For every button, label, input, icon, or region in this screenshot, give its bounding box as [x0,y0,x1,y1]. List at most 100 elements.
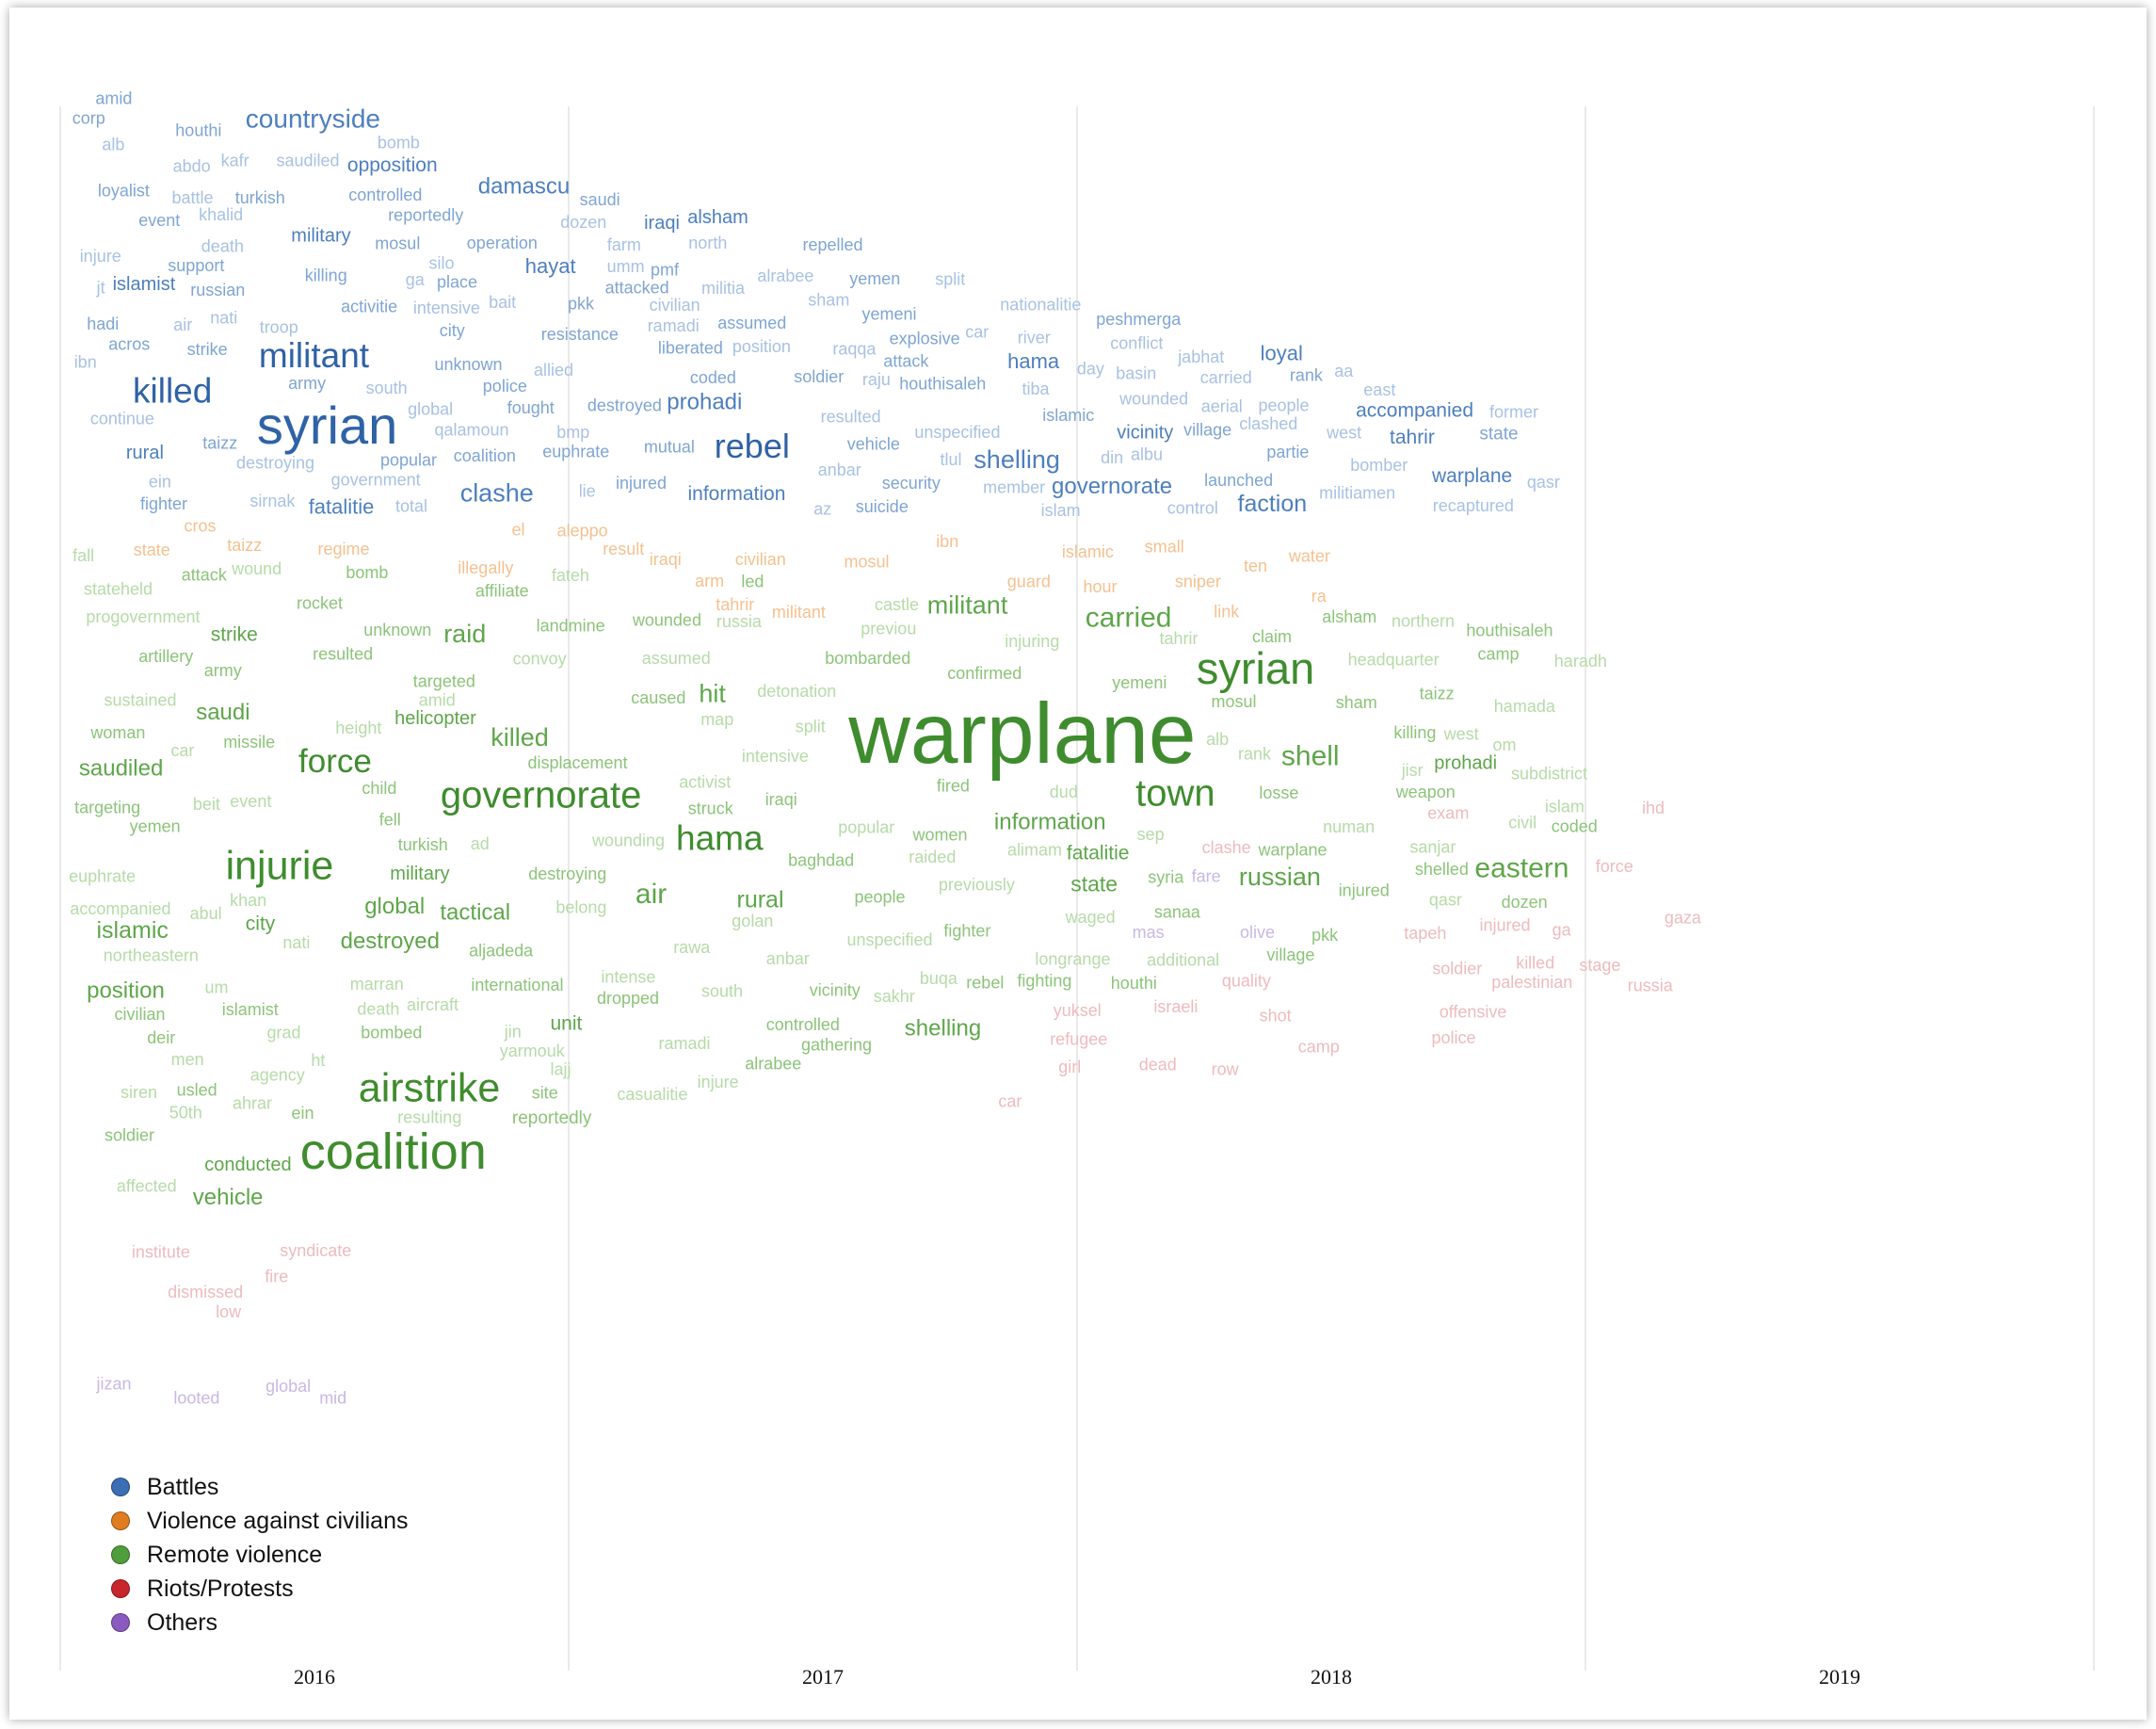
word-remote[interactable]: vicinity [810,980,861,999]
word-remote[interactable]: tahrir [1160,629,1199,648]
word-battles[interactable]: city [440,321,465,340]
word-battles[interactable]: houthi [175,121,221,140]
word-remote[interactable]: dozen [1502,893,1548,912]
word-remote[interactable]: northern [1392,612,1455,631]
word-battles[interactable]: az [813,499,831,518]
word-remote[interactable]: longrange [1035,949,1110,968]
word-remote[interactable]: army [204,661,242,680]
word-remote[interactable]: town [1135,773,1215,815]
word-remote[interactable]: helicopter [394,708,476,729]
word-battles[interactable]: governorate [1052,474,1172,499]
word-battles[interactable]: control [1167,498,1218,517]
word-remote[interactable]: buqa [920,969,958,988]
word-battles[interactable]: qalamoun [435,420,509,439]
word-remote[interactable]: deir [147,1028,175,1047]
word-remote[interactable]: yemeni [1112,673,1166,692]
word-remote[interactable]: soldier [105,1125,154,1144]
word-others[interactable]: mas [1133,923,1165,942]
word-remote[interactable]: islam [1545,798,1585,816]
word-battles[interactable]: former [1489,403,1538,422]
word-battles[interactable]: loyal [1261,341,1303,364]
word-battles[interactable]: killed [133,372,212,411]
word-battles[interactable]: security [882,474,941,493]
word-riots[interactable]: fire [265,1267,288,1285]
legend-item-violence-against-civilians[interactable]: Violence against civilians [111,1504,408,1538]
word-vac[interactable]: illegally [458,558,513,577]
word-battles[interactable]: attack [883,352,929,371]
word-battles[interactable]: strike [187,340,228,359]
word-battles[interactable]: pkk [568,294,595,313]
word-riots[interactable]: dead [1139,1056,1177,1075]
word-battles[interactable]: position [732,337,791,356]
word-others[interactable]: fare [1192,866,1221,885]
word-battles[interactable]: prohadi [667,390,742,415]
word-battles[interactable]: euphrate [542,442,609,461]
word-remote[interactable]: eastern [1474,852,1569,883]
word-remote[interactable]: unknown [363,621,431,639]
word-remote[interactable]: warplane [847,687,1196,782]
word-remote[interactable]: sanaa [1154,903,1201,922]
word-riots[interactable]: girl [1058,1058,1081,1076]
word-remote[interactable]: vehicle [193,1185,264,1210]
word-riots[interactable]: gaza [1665,908,1702,927]
word-remote[interactable]: golan [732,912,773,930]
word-remote[interactable]: dud [1050,783,1078,801]
word-battles[interactable]: nationalitie [1000,295,1081,314]
word-remote[interactable]: weapon [1395,783,1456,801]
word-remote[interactable]: warplane [1258,841,1327,860]
word-battles[interactable]: acros [108,335,150,354]
word-remote[interactable]: ad [471,834,490,853]
word-remote[interactable]: people [855,887,906,906]
word-remote[interactable]: child [362,779,396,798]
word-riots[interactable]: police [1432,1028,1476,1047]
word-remote[interactable]: wound [231,559,282,578]
word-remote[interactable]: waged [1065,908,1116,927]
word-riots[interactable]: car [998,1091,1022,1110]
word-battles[interactable]: mosul [375,234,420,252]
word-riots[interactable]: tapeh [1404,924,1446,943]
word-remote[interactable]: affiliate [475,582,529,601]
word-remote[interactable]: ein [292,1104,314,1123]
word-remote[interactable]: wounding [591,832,665,850]
word-remote[interactable]: shell [1281,740,1340,771]
word-remote[interactable]: aljadeda [469,941,534,960]
word-battles[interactable]: russian [190,281,245,299]
word-battles[interactable]: army [288,374,326,393]
word-battles[interactable]: people [1259,396,1310,414]
legend-item-others[interactable]: Others [111,1606,408,1640]
word-remote[interactable]: site [532,1084,558,1103]
word-remote[interactable]: russian [1239,863,1321,891]
word-remote[interactable]: amid [419,691,456,710]
word-remote[interactable]: global [364,894,425,919]
word-battles[interactable]: allied [534,361,573,380]
word-remote[interactable]: wounded [632,610,701,629]
word-battles[interactable]: silo [429,253,455,272]
word-remote[interactable]: women [912,826,968,845]
word-riots[interactable]: russia [1628,977,1674,995]
word-vac[interactable]: aleppo [557,522,608,541]
word-remote[interactable]: governorate [441,774,641,816]
word-battles[interactable]: abdo [173,156,211,175]
word-remote[interactable]: beit [193,795,220,814]
word-riots[interactable]: stage [1579,956,1620,975]
word-battles[interactable]: west [1326,423,1361,442]
word-battles[interactable]: ein [149,472,171,491]
word-remote[interactable]: missile [223,733,275,751]
word-riots[interactable]: soldier [1432,960,1482,978]
word-battles[interactable]: clashed [1239,414,1297,433]
word-riots[interactable]: refugee [1050,1029,1107,1048]
word-remote[interactable]: saudi [196,700,249,725]
word-vac[interactable]: ra [1311,587,1327,606]
word-remote[interactable]: raid [443,620,486,648]
word-battles[interactable]: rank [1290,366,1324,385]
word-battles[interactable]: jabhat [1177,347,1224,366]
word-battles[interactable]: reportedly [388,206,463,225]
word-battles[interactable]: death [201,237,244,256]
word-remote[interactable]: fall [72,546,94,565]
word-battles[interactable]: destroyed [587,396,662,415]
word-remote[interactable]: hama [676,818,764,857]
word-battles[interactable]: village [1183,420,1231,439]
word-battles[interactable]: rebel [715,427,790,465]
word-remote[interactable]: city [246,913,276,935]
word-battles[interactable]: militant [259,336,370,375]
